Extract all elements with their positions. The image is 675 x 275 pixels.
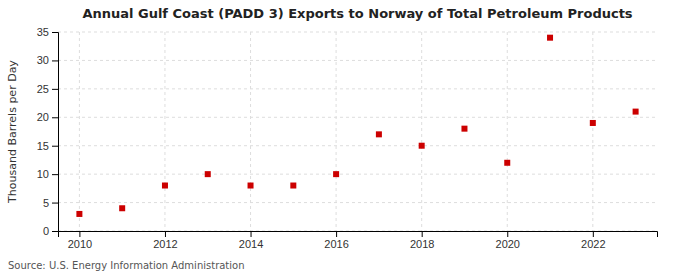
tick-mark xyxy=(52,89,58,90)
grid-line xyxy=(58,145,657,146)
grid-line xyxy=(58,117,657,118)
tick-mark xyxy=(336,231,337,237)
tick: 2012 xyxy=(153,231,177,250)
grid-line xyxy=(164,32,165,231)
tick-mark xyxy=(165,231,166,237)
source: Source: U.S. Energy Information Administ… xyxy=(8,260,245,271)
point xyxy=(290,183,296,189)
tick-mark xyxy=(52,174,58,175)
tick-mark xyxy=(52,231,58,232)
tick: 2020 xyxy=(496,231,520,250)
tick-label: 2012 xyxy=(153,238,177,250)
grid xyxy=(58,32,657,231)
tick: 0 xyxy=(43,225,58,237)
tick-label: 20 xyxy=(37,111,49,123)
tick-mark xyxy=(52,60,58,61)
grid-line xyxy=(79,32,80,231)
tick-label: 2014 xyxy=(239,238,263,250)
tick-label: 30 xyxy=(37,54,49,66)
chart: 2010 2012 2014 2016 2018 2020 2022 0 5 10 15 20 25 30… xyxy=(0,0,675,275)
point xyxy=(590,120,596,126)
tick-mark xyxy=(52,32,58,33)
x-axis: 2010 2012 2014 2016 2018 2020 2022 xyxy=(59,231,658,250)
tick: 15 xyxy=(37,140,58,152)
y-axis: 0 5 10 15 20 25 30 35 xyxy=(37,26,59,237)
tick-label: 2018 xyxy=(410,238,434,250)
point xyxy=(248,183,254,189)
tick-mark xyxy=(52,203,58,204)
grid-line xyxy=(507,32,508,231)
tick: 10 xyxy=(37,168,58,180)
point xyxy=(504,160,510,166)
tick-mark xyxy=(422,231,423,237)
tick-mark xyxy=(251,231,252,237)
tick: 30 xyxy=(37,54,58,66)
grid-line xyxy=(58,88,657,89)
tick-label: 5 xyxy=(43,197,49,209)
point xyxy=(76,211,82,217)
tick-label: 2022 xyxy=(581,238,605,250)
grid-line xyxy=(250,32,251,231)
grid-line xyxy=(58,32,657,33)
tick: 5 xyxy=(43,197,58,209)
point xyxy=(333,171,339,177)
tick-mark xyxy=(52,117,58,118)
point xyxy=(205,171,211,177)
tick-mark xyxy=(593,231,594,237)
tick-label: 25 xyxy=(37,83,49,95)
grid-line xyxy=(58,60,657,61)
grid-line xyxy=(58,202,657,203)
title: Annual Gulf Coast (PADD 3) Exports to No… xyxy=(82,6,632,21)
point xyxy=(119,205,125,211)
tick: 2014 xyxy=(239,231,263,250)
grid-line xyxy=(58,174,657,175)
point xyxy=(633,109,639,115)
point xyxy=(461,126,467,132)
tick: 2016 xyxy=(324,231,348,250)
tick: 35 xyxy=(37,26,58,38)
tick-mark xyxy=(79,231,80,237)
tick: 2010 xyxy=(68,231,92,250)
tick-label: 2010 xyxy=(68,238,92,250)
axis-line xyxy=(52,33,59,232)
tick-label: 0 xyxy=(43,225,49,237)
tick-label: 10 xyxy=(37,168,49,180)
point xyxy=(376,131,382,137)
tick-label: 35 xyxy=(37,26,49,38)
grid-line xyxy=(421,32,422,231)
grid-line xyxy=(336,32,337,231)
tick-label: 2020 xyxy=(496,238,520,250)
tick-mark xyxy=(52,146,58,147)
tick: 25 xyxy=(37,83,58,95)
tick-mark xyxy=(507,231,508,237)
tick-label: 15 xyxy=(37,140,49,152)
tick: 2022 xyxy=(581,231,605,250)
plot: 2010 2012 2014 2016 2018 2020 2022 0 5 10 15 20 25 30… xyxy=(37,26,658,250)
point xyxy=(547,35,553,41)
axis-line xyxy=(59,232,658,238)
y-axis-label: Thousand Barrels per Day xyxy=(6,60,19,204)
point xyxy=(162,183,168,189)
grid-line xyxy=(592,32,593,231)
tick-label: 2016 xyxy=(324,238,348,250)
tick: 2018 xyxy=(410,231,434,250)
point xyxy=(419,143,425,149)
points xyxy=(76,35,638,217)
tick: 20 xyxy=(37,111,58,123)
